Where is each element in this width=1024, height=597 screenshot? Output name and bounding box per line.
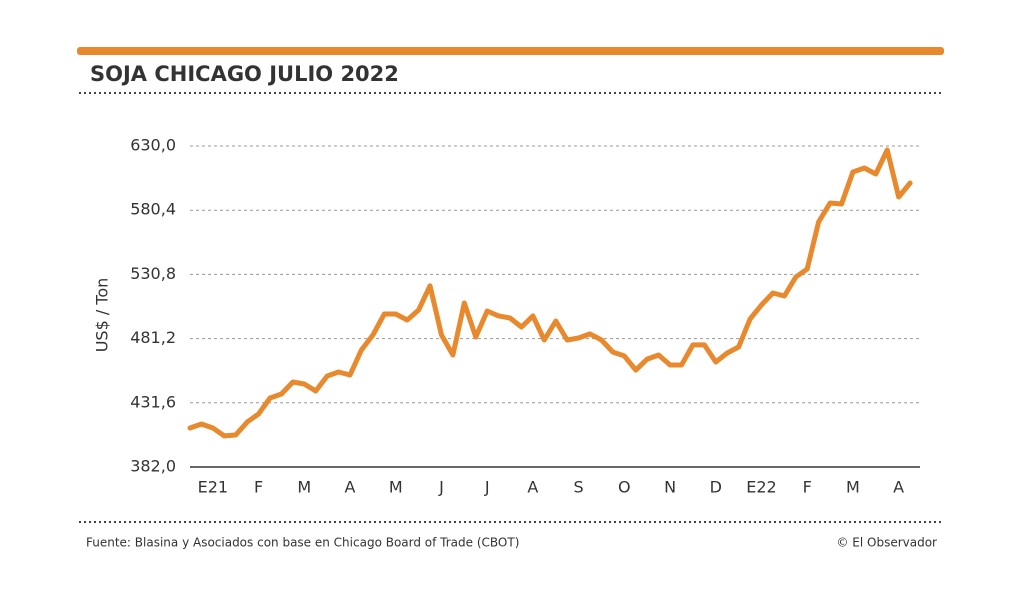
source: Fuente: Blasina y Asociados con base en …: [86, 536, 519, 550]
x-tick-label: D: [710, 478, 722, 497]
x-tick-label: M: [846, 478, 860, 497]
x-tick-label: O: [618, 478, 631, 497]
top-bar: [77, 47, 944, 55]
x-tick-label: J: [484, 478, 490, 497]
y-tick-label: 431,6: [130, 392, 176, 411]
x-tick-label: F: [254, 478, 263, 497]
x-tick-label: E22: [746, 478, 776, 497]
x-tick-label: A: [527, 478, 538, 497]
x-tick-label: J: [438, 478, 444, 497]
x-tick-label: E21: [198, 478, 228, 497]
x-tick-label: F: [803, 478, 812, 497]
y-tick-label: 382,0: [130, 457, 176, 476]
x-tick-label: N: [664, 478, 676, 497]
y-tick-label: 630,0: [130, 136, 176, 155]
y-tick-label: 530,8: [130, 264, 176, 283]
x-tick-label: M: [389, 478, 403, 497]
x-tick-label: A: [345, 478, 356, 497]
y-tick-label: 580,4: [130, 200, 176, 219]
x-tick-label: M: [297, 478, 311, 497]
x-tick-label: A: [893, 478, 904, 497]
y-tick-label: 481,2: [130, 328, 176, 347]
chart-title: SOJA CHICAGO JULIO 2022: [90, 62, 399, 86]
credit: © El Observador: [836, 536, 937, 550]
x-tick-label: S: [574, 478, 584, 497]
line: [187, 147, 913, 439]
y-axis-label: US$ / Ton: [93, 278, 112, 353]
